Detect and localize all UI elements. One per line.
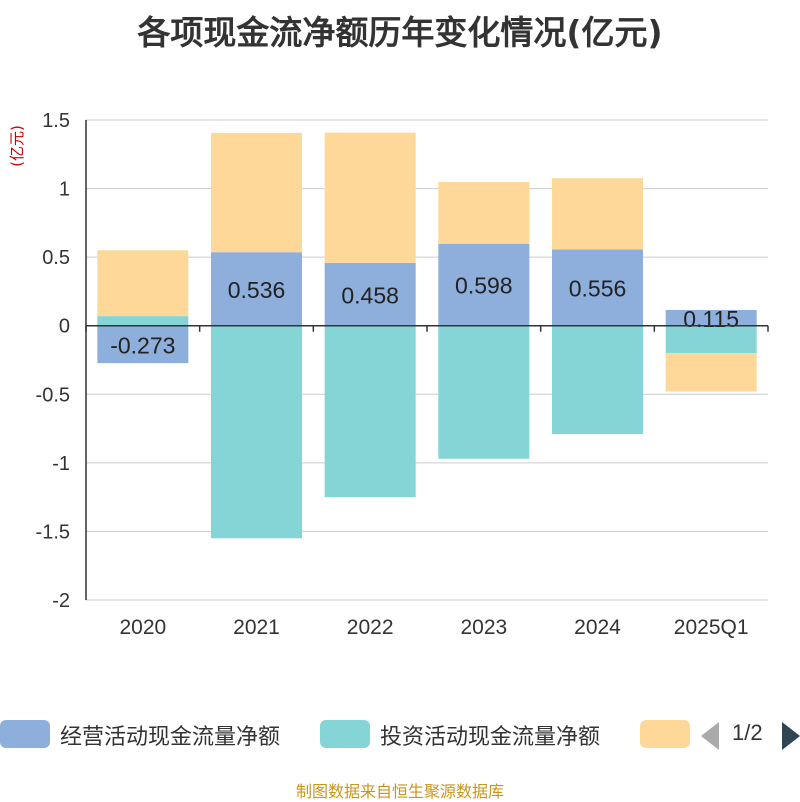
data-label: -0.273 [110,332,175,358]
bar-segment-1[interactable] [324,262,416,326]
legend-swatch-operating [0,720,50,748]
data-label: 0.458 [341,282,399,308]
data-label: 0.536 [228,277,286,303]
x-tick-label: 2023 [460,616,507,639]
x-tick-label: 2020 [119,616,166,639]
bar-segment-2[interactable] [552,325,643,435]
bar-segment-3[interactable] [552,178,643,250]
bar-segment-3[interactable] [665,353,757,392]
bar-segment-2[interactable] [324,325,416,498]
bar-segment-2[interactable] [438,325,530,459]
legend-label-operating: 经营活动现金流量净额 [60,725,281,750]
pager-next-icon[interactable] [782,722,800,750]
bar-segment-3[interactable] [211,132,302,253]
legend: 经营活动现金流量净额 投资活动现金流量净额 [0,714,800,754]
legend-item-operating[interactable]: 经营活动现金流量净额 [0,714,310,754]
legend-label-investing: 投资活动现金流量净额 [380,725,601,750]
chart-title: 各项现金流净额历年变化情况(亿元) [137,13,663,52]
y-tick-label: 0.5 [42,247,70,269]
legend-item-investing[interactable]: 投资活动现金流量净额 [320,714,630,754]
bar-segment-1[interactable] [97,325,189,364]
bar-segment-3[interactable] [438,181,530,244]
y-tick-label: -2 [52,590,70,612]
legend-item-financing[interactable] [640,714,690,754]
y-tick-label: -1 [52,453,70,475]
bar-chart: 1.5 1 0.5 0 -0.5 -1 -1.5 -2 (亿元) -0.273 0.536 0.458… [8,110,769,639]
bar-segment-1[interactable] [211,252,302,326]
legend-pager: 1/2 [700,714,800,754]
bar-segment-2[interactable] [211,325,302,539]
bar-segment-2[interactable] [97,316,189,326]
y-axis-title: (亿元) [8,125,26,167]
y-tick-label: 0 [59,316,70,338]
y-tick-label: -1.5 [36,521,70,543]
bar-segment-1[interactable] [438,243,530,326]
data-label: 0.598 [455,273,513,299]
y-tick-label: -0.5 [36,384,70,406]
x-tick-label: 2022 [347,616,394,639]
source-note: 制图数据来自恒生聚源数据库 [295,782,504,801]
x-tick-label: 2025Q1 [674,616,749,639]
data-label: 0.115 [683,306,739,332]
legend-swatch-investing [320,720,370,748]
y-tick-label: 1.5 [42,110,70,132]
y-tick-label: 1 [59,179,70,201]
pager-page-indicator: 1/2 [732,720,763,745]
bar-segment-3[interactable] [324,132,416,263]
bar-segment-3[interactable] [97,250,189,317]
bar-segment-1[interactable] [665,309,757,326]
x-tick-label: 2021 [233,616,280,639]
pager-prev-icon[interactable] [701,722,719,750]
x-tick-label: 2024 [574,616,621,639]
legend-swatch-financing [640,720,690,748]
bar-segment-1[interactable] [552,249,643,326]
bar-segment-2[interactable] [665,325,757,354]
data-label: 0.556 [569,276,627,302]
